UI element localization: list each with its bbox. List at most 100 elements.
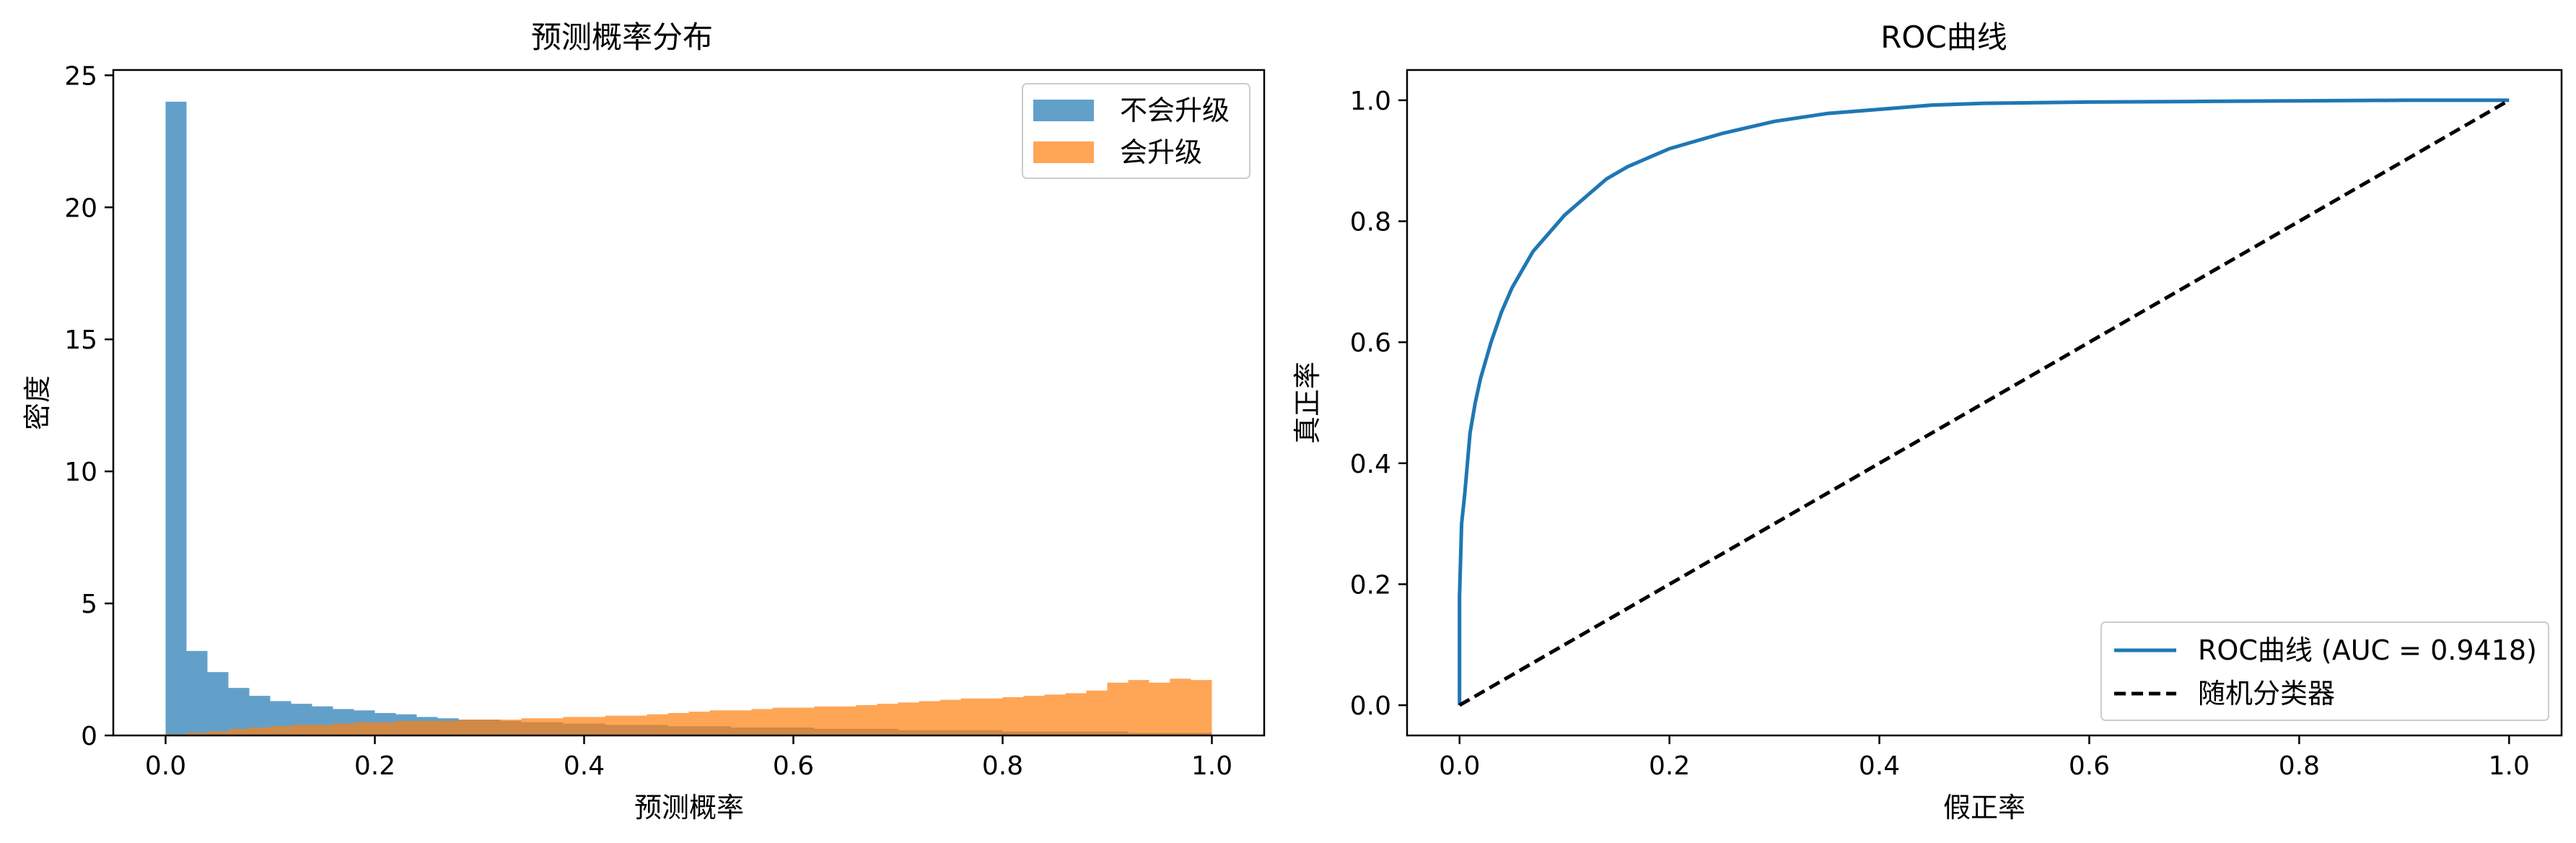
hist-bar bbox=[856, 704, 877, 735]
hist-bar bbox=[939, 699, 961, 735]
hist-bar bbox=[186, 650, 208, 735]
x-tick-label: 0.4 bbox=[1859, 751, 1900, 781]
y-tick-label: 0.6 bbox=[1350, 328, 1391, 358]
hist-bar bbox=[270, 726, 292, 735]
hist-bar bbox=[730, 710, 752, 735]
hist-bar bbox=[563, 717, 584, 735]
roc-x-ticks: 0.0 0.2 0.4 0.6 0.8 1.0 bbox=[1439, 735, 2530, 781]
hist-bar bbox=[1044, 694, 1066, 735]
hist-bar bbox=[249, 728, 271, 735]
roc-curve-line bbox=[1458, 98, 2510, 706]
roc-y-ticks: 0.0 0.2 0.4 0.6 0.8 1.0 bbox=[1350, 87, 1407, 721]
legend-swatch-escalate bbox=[1033, 141, 1094, 163]
hist-bar bbox=[228, 728, 250, 735]
y-tick-label: 0.8 bbox=[1350, 208, 1391, 237]
hist-bar bbox=[1170, 678, 1191, 735]
x-tick-label: 0.2 bbox=[1649, 751, 1690, 781]
hist-bar bbox=[479, 720, 501, 735]
hist-bar bbox=[584, 717, 605, 735]
hist-bar bbox=[709, 710, 731, 735]
x-tick-label: 0.6 bbox=[773, 751, 814, 781]
hist-bar bbox=[395, 720, 417, 735]
hist-bar bbox=[919, 701, 940, 735]
hist-bar bbox=[688, 712, 710, 735]
hist-bar bbox=[1002, 696, 1024, 735]
roc-panel: ROC曲线 0.0 0.2 0.4 0.6 0.8 1.0 0.0 0.2 0.4 0.6 0.8… bbox=[1292, 19, 2563, 824]
x-tick-label: 1.0 bbox=[2489, 751, 2530, 781]
y-tick-label: 10 bbox=[64, 458, 97, 487]
x-tick-label: 1.0 bbox=[1191, 751, 1232, 781]
hist-bar bbox=[333, 723, 354, 735]
hist-bar bbox=[981, 698, 1003, 735]
legend-label-random: 随机分类器 bbox=[2198, 678, 2335, 709]
histogram-y-label: 密度 bbox=[22, 375, 53, 430]
legend-label-escalate: 会升级 bbox=[1120, 136, 1202, 168]
hist-bar bbox=[228, 688, 250, 735]
hist-bar bbox=[207, 731, 229, 735]
random-classifier-line bbox=[1458, 98, 2510, 707]
hist-bar bbox=[416, 720, 438, 735]
x-tick-label: 0.0 bbox=[145, 751, 186, 781]
hist-bar bbox=[500, 720, 522, 735]
hist-bar bbox=[1086, 690, 1108, 735]
hist-bar bbox=[437, 720, 459, 735]
hist-bar bbox=[312, 725, 333, 735]
y-tick-label: 25 bbox=[64, 61, 97, 91]
histogram-bars bbox=[165, 101, 1212, 735]
y-tick-label: 0.0 bbox=[1350, 691, 1391, 721]
histogram-y-ticks: 0 5 10 15 20 25 bbox=[64, 61, 113, 751]
hist-bar bbox=[458, 720, 480, 735]
roc-title: ROC曲线 bbox=[1880, 19, 2007, 55]
y-tick-label: 0.4 bbox=[1350, 450, 1391, 479]
hist-bar bbox=[626, 715, 647, 735]
hist-bar bbox=[521, 718, 543, 735]
roc-legend-box bbox=[2100, 621, 2549, 721]
x-tick-label: 0.8 bbox=[2279, 751, 2320, 781]
hist-bar bbox=[1023, 696, 1045, 735]
roc-axes-frame bbox=[1406, 69, 2563, 737]
legend-label-not-escalate: 不会升级 bbox=[1120, 95, 1230, 126]
hist-bar bbox=[814, 706, 836, 735]
hist-bar bbox=[1191, 680, 1212, 735]
x-tick-label: 0.8 bbox=[982, 751, 1023, 781]
legend-label-roc: ROC曲线 (AUC = 0.9418) bbox=[2198, 634, 2537, 666]
roc-x-label: 假正率 bbox=[1943, 792, 2025, 824]
y-tick-label: 0.2 bbox=[1350, 570, 1391, 600]
x-tick-label: 0.0 bbox=[1439, 751, 1480, 781]
hist-series-1 bbox=[165, 678, 1212, 735]
x-tick-label: 0.2 bbox=[354, 751, 395, 781]
roc-lines bbox=[1458, 98, 2510, 707]
legend-swatch-not-escalate bbox=[1033, 100, 1094, 121]
hist-bar bbox=[542, 718, 564, 735]
hist-bar bbox=[354, 722, 375, 735]
y-tick-label: 15 bbox=[64, 326, 97, 355]
hist-bar bbox=[1128, 680, 1149, 735]
x-tick-label: 0.4 bbox=[564, 751, 605, 781]
roc-legend: ROC曲线 (AUC = 0.9418) 随机分类器 bbox=[2100, 621, 2549, 721]
hist-bar bbox=[1065, 693, 1087, 735]
histogram-x-label: 预测概率 bbox=[634, 792, 744, 824]
hist-bar bbox=[605, 715, 626, 735]
hist-bar bbox=[186, 733, 208, 735]
hist-bar bbox=[1149, 682, 1170, 735]
histogram-legend: 不会升级 会升级 bbox=[1022, 83, 1250, 179]
hist-bar bbox=[877, 704, 898, 735]
histogram-axes-frame bbox=[112, 69, 1266, 737]
hist-bar bbox=[667, 712, 689, 735]
y-tick-label: 5 bbox=[81, 590, 97, 619]
hist-bar bbox=[165, 101, 187, 735]
y-tick-label: 20 bbox=[64, 193, 97, 223]
hist-bar bbox=[374, 722, 396, 735]
roc-y-label: 真正率 bbox=[1292, 362, 1323, 444]
y-tick-label: 0 bbox=[81, 722, 97, 751]
y-tick-label: 1.0 bbox=[1350, 87, 1391, 116]
hist-bar bbox=[793, 707, 815, 735]
hist-bar bbox=[291, 725, 312, 735]
hist-bar bbox=[207, 672, 229, 735]
hist-bar bbox=[835, 706, 857, 735]
histogram-title: 预测概率分布 bbox=[531, 19, 713, 55]
histogram-panel: 预测概率分布 0.0 0.2 0.4 0.6 0.8 1.0 0 5 10 15 20 25 预测概… bbox=[22, 19, 1266, 824]
hist-bar bbox=[647, 714, 668, 735]
hist-bar bbox=[751, 709, 773, 735]
